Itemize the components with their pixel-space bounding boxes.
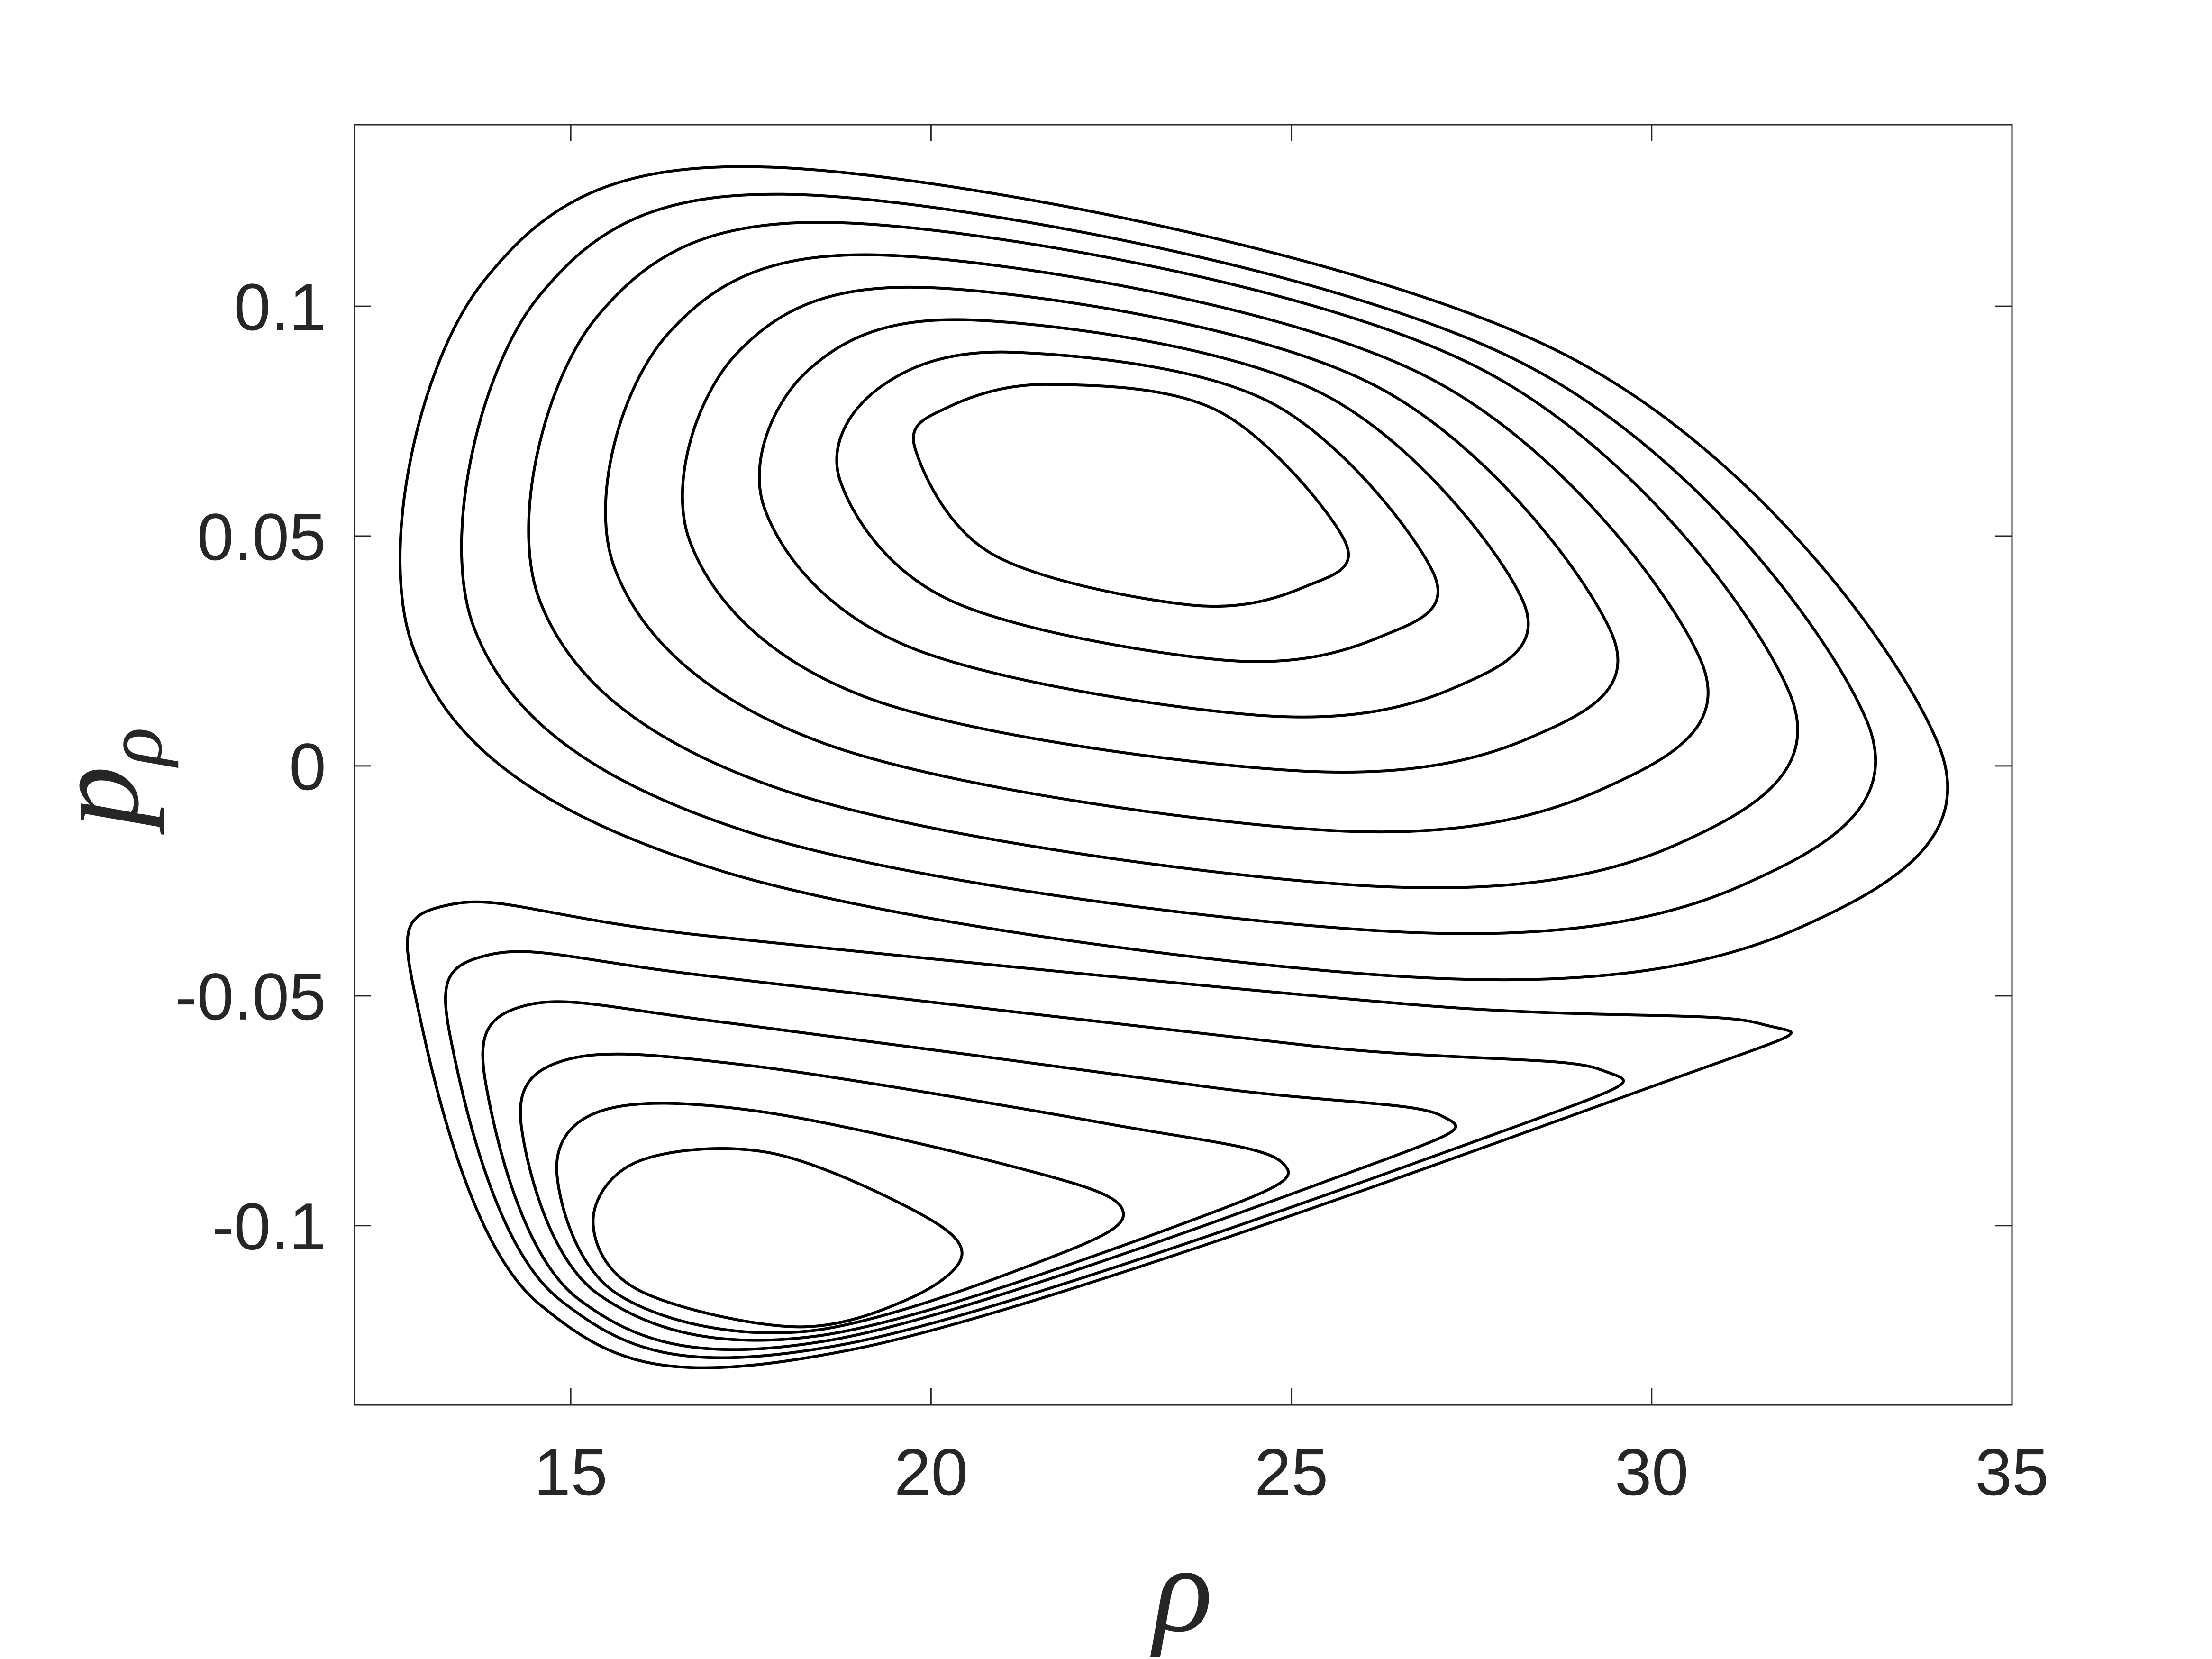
orbit-curve xyxy=(555,1102,1125,1334)
y-axis-label-group: pρ xyxy=(28,727,179,835)
orbit-curve xyxy=(406,900,1793,1369)
orbit-curve xyxy=(758,318,1530,719)
orbit-curve xyxy=(460,192,1877,935)
orbit-curve xyxy=(592,1147,964,1329)
orbit-curve xyxy=(519,1052,1290,1342)
y-tick-label: -0.1 xyxy=(212,1189,326,1264)
plot-area xyxy=(354,124,2013,1406)
y-axis-label-base: p xyxy=(28,766,164,835)
orbit-curve xyxy=(444,950,1625,1359)
orbit-curve xyxy=(681,285,1620,774)
x-tick-label: 15 xyxy=(534,1435,608,1509)
y-axis-label: pρ xyxy=(28,727,179,835)
orbit-curve xyxy=(399,165,1949,982)
y-tick-label: -0.05 xyxy=(175,959,326,1034)
orbit-curve xyxy=(835,350,1439,663)
orbit-curve xyxy=(912,383,1350,608)
x-tick-label: 35 xyxy=(1975,1435,2049,1509)
y-tick-label: 0.1 xyxy=(234,270,326,344)
y-tick-label: 0 xyxy=(289,729,326,804)
orbit-curve xyxy=(604,253,1710,834)
x-tick-label: 30 xyxy=(1615,1435,1689,1509)
x-axis-label: ρ xyxy=(1149,1521,1212,1658)
orbit-curve xyxy=(481,1000,1457,1351)
orbit-curve xyxy=(527,221,1799,890)
x-tick-label: 25 xyxy=(1255,1435,1329,1509)
y-axis-label-subscript: ρ xyxy=(90,727,179,768)
y-tick-label: 0.05 xyxy=(197,500,326,574)
x-tick-label: 20 xyxy=(894,1435,968,1509)
